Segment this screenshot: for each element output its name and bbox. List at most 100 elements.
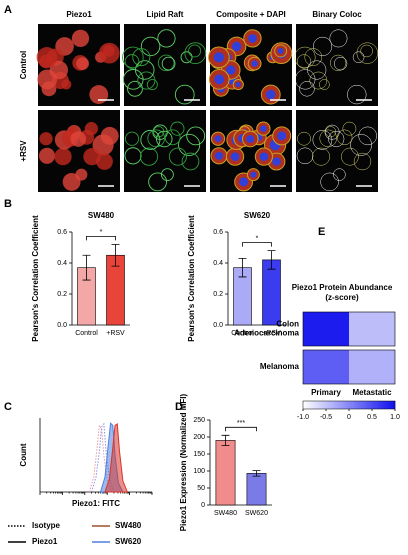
heatmap-cell: [303, 350, 349, 384]
row-frame: [302, 349, 396, 385]
cell: [309, 71, 328, 90]
y-tick-label: 0.4: [57, 260, 67, 267]
cell: [188, 44, 202, 58]
cell: [102, 44, 115, 57]
colorbar-tick-label: -0.5: [320, 414, 332, 421]
nucleus: [246, 135, 255, 143]
nucleus: [277, 47, 284, 54]
column-header: Piezo1: [66, 10, 92, 19]
colorbar-step: [385, 401, 389, 409]
y-tick-label: 0.6: [57, 229, 67, 236]
cell: [180, 51, 193, 64]
cell: [312, 130, 333, 150]
significance: *: [100, 229, 103, 236]
cell: [156, 130, 173, 148]
cell: [37, 69, 58, 90]
chart-title: SW620: [244, 211, 271, 220]
error-bar: [267, 250, 276, 270]
bar: [262, 259, 281, 326]
colorbar-step: [381, 401, 384, 409]
cell: [84, 121, 99, 136]
colorbar-step: [349, 401, 352, 409]
nucleus: [213, 52, 225, 63]
chart-title: SW480: [88, 211, 115, 220]
cell: [325, 126, 337, 138]
nucleus: [272, 157, 281, 166]
nucleus: [226, 65, 236, 75]
significance-bracket: [86, 236, 116, 241]
micrograph: [296, 24, 378, 106]
colorbar-step: [332, 401, 336, 409]
y-tick-label: 0: [201, 502, 205, 509]
legend-label: SW480: [115, 521, 142, 530]
colorbar-step: [326, 401, 329, 409]
cell: [140, 129, 161, 150]
colorbar-step: [316, 401, 320, 409]
colorbar-step: [321, 401, 324, 409]
colorbar-step: [358, 401, 361, 409]
y-tick-label: 200: [193, 434, 205, 441]
cell: [336, 129, 353, 146]
cell: [295, 69, 316, 90]
colorbar-step: [319, 401, 322, 409]
cell: [146, 79, 158, 91]
colorbar-step: [323, 401, 327, 409]
cell: [333, 56, 348, 71]
cell: [313, 36, 333, 56]
cell: [296, 54, 312, 69]
colorbar-step: [314, 401, 318, 409]
colorbar-step: [351, 401, 354, 409]
colorbar-step: [362, 401, 366, 409]
chart-title: (z-score): [325, 293, 359, 302]
colorbar-step: [303, 401, 306, 409]
cell: [296, 147, 314, 165]
column-label: Metastatic: [352, 388, 392, 397]
colorbar-step: [390, 401, 393, 409]
significance: ***: [237, 420, 245, 427]
colorbar-step: [360, 401, 364, 409]
cell: [329, 29, 348, 48]
x-tick-label: SW480: [214, 510, 237, 517]
nucleus: [231, 41, 242, 52]
panel-label: E: [318, 226, 325, 238]
cell: [157, 29, 176, 48]
y-tick-label: 0.2: [213, 291, 223, 298]
cell: [147, 129, 166, 148]
cell: [318, 79, 330, 90]
x-tick-label: +RSV: [106, 330, 125, 337]
nucleus: [266, 89, 276, 100]
y-tick-label: 0.6: [213, 229, 223, 236]
colorbar-step: [344, 401, 347, 409]
micrograph: [124, 110, 206, 192]
cell: [61, 79, 72, 90]
cell: [75, 168, 88, 181]
significance-bracket: [225, 426, 257, 432]
colorbar-step: [388, 401, 391, 409]
panel-label: B: [4, 198, 12, 210]
cell: [347, 84, 367, 105]
colorbar-tick-label: 0.5: [367, 414, 377, 421]
error-bar: [252, 470, 261, 477]
nucleus: [239, 177, 249, 187]
colorbar-step: [376, 401, 380, 409]
colorbar-tick-label: 1.0: [390, 414, 400, 421]
x-tick-label: SW620: [245, 510, 268, 517]
cell: [76, 57, 90, 71]
y-tick-label: 0.0: [57, 322, 67, 329]
bar: [215, 440, 236, 506]
column-label: Primary: [311, 388, 341, 397]
cell: [186, 126, 206, 146]
significance-bracket: [242, 242, 272, 247]
cell: [157, 54, 175, 72]
micrograph: [296, 110, 378, 192]
colorbar-step: [342, 401, 345, 409]
cell: [342, 121, 357, 136]
cell: [297, 131, 311, 146]
colorbar-step: [335, 401, 338, 409]
cell: [358, 126, 377, 146]
cell: [307, 60, 327, 80]
cell: [124, 147, 142, 165]
cell: [184, 42, 207, 65]
colorbar-step: [353, 401, 357, 409]
heatmap-cell: [349, 350, 395, 384]
